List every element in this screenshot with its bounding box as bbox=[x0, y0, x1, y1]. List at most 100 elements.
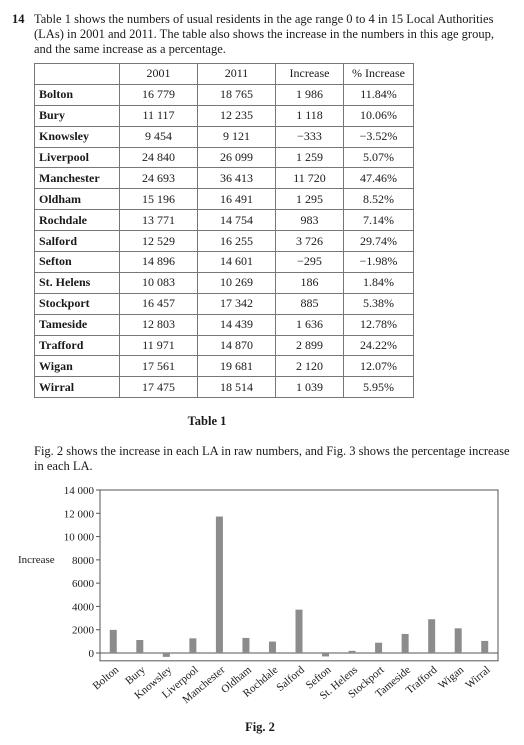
value-cell: 7.14% bbox=[343, 209, 414, 232]
table-header-cell: Increase bbox=[275, 63, 344, 85]
value-cell: 10.06% bbox=[343, 104, 414, 127]
value-cell: 1 986 bbox=[275, 83, 344, 106]
table-header-cell: 2011 bbox=[197, 63, 276, 85]
value-cell: 24 840 bbox=[119, 146, 198, 169]
value-cell: 9 454 bbox=[119, 125, 198, 148]
la-name-cell: Trafford bbox=[34, 334, 120, 357]
value-cell: 9 121 bbox=[197, 125, 276, 148]
value-cell: 1 295 bbox=[275, 188, 344, 211]
value-cell: 16 255 bbox=[197, 230, 276, 253]
table-row: Bolton 16 779 18 765 1 986 11.84% bbox=[34, 83, 414, 106]
table-header-cell: % Increase bbox=[343, 63, 414, 85]
table-row: Wigan 17 561 19 681 2 120 12.07% bbox=[34, 355, 414, 378]
value-cell: 29.74% bbox=[343, 230, 414, 253]
table-row: St. Helens 10 083 10 269 186 1.84% bbox=[34, 271, 414, 294]
table-row: Liverpool 24 840 26 099 1 259 5.07% bbox=[34, 146, 414, 169]
residents-table: 2001 2011 Increase% Increase Bolton 16 779 18… bbox=[34, 63, 414, 399]
value-cell: 19 681 bbox=[197, 355, 276, 378]
value-cell: 12 235 bbox=[197, 104, 276, 127]
value-cell: −295 bbox=[275, 251, 344, 273]
value-cell: 17 475 bbox=[119, 376, 198, 399]
value-cell: 1 039 bbox=[275, 376, 344, 399]
value-cell: 186 bbox=[275, 271, 344, 294]
bar bbox=[109, 629, 117, 653]
bar bbox=[268, 641, 276, 653]
value-cell: 3 726 bbox=[275, 230, 344, 253]
value-cell: 1 259 bbox=[275, 146, 344, 169]
la-name-cell: Liverpool bbox=[34, 146, 120, 169]
value-cell: 14 754 bbox=[197, 209, 276, 232]
value-cell: 18 514 bbox=[197, 376, 276, 399]
figure-caption: Fig. 2 bbox=[245, 720, 275, 734]
table-row: Knowsley 9 454 9 121 −333 −3.52% bbox=[34, 125, 414, 148]
y-tick-label: 4000 bbox=[72, 601, 95, 613]
bar bbox=[242, 637, 250, 653]
value-cell: 11 720 bbox=[275, 167, 344, 190]
table-row: Manchester 24 693 36 413 11 720 47.46% bbox=[34, 167, 414, 190]
la-name-cell: Rochdale bbox=[34, 209, 120, 232]
value-cell: 14 870 bbox=[197, 334, 276, 357]
value-cell: 17 342 bbox=[197, 292, 276, 315]
table-row: Bury 11 117 12 235 1 118 10.06% bbox=[34, 104, 414, 127]
bar bbox=[348, 650, 356, 653]
la-name-cell: St. Helens bbox=[34, 271, 120, 294]
value-cell: 14 896 bbox=[119, 251, 198, 273]
increase-bar-chart: 0 2000 4000 6000 8000 10 000 12 000 14 000 Incre… bbox=[18, 485, 499, 706]
value-cell: −3.52% bbox=[343, 125, 414, 148]
value-cell: 17 561 bbox=[119, 355, 198, 378]
y-tick-label: 2000 bbox=[72, 625, 95, 637]
value-cell: 26 099 bbox=[197, 146, 276, 169]
y-tick-label: 14 000 bbox=[64, 485, 95, 497]
bar bbox=[375, 642, 383, 653]
x-tick-label: Wigan bbox=[436, 664, 466, 692]
y-tick-label: 6000 bbox=[72, 578, 95, 590]
value-cell: 11 117 bbox=[119, 104, 198, 127]
la-name-cell: Sefton bbox=[34, 251, 120, 273]
value-cell: 11.84% bbox=[343, 83, 414, 106]
x-tick-label: Salford bbox=[274, 664, 307, 694]
la-name-cell: Oldham bbox=[34, 188, 120, 211]
value-cell: 13 771 bbox=[119, 209, 198, 232]
question-number: 14 bbox=[12, 12, 25, 26]
table-row: Salford 12 529 16 255 3 726 29.74% bbox=[34, 230, 414, 253]
value-cell: 15 196 bbox=[119, 188, 198, 211]
table-row: Rochdale 13 771 14 754 983 7.14% bbox=[34, 209, 414, 232]
value-cell: 11 971 bbox=[119, 334, 198, 357]
bar bbox=[215, 516, 223, 653]
value-cell: 12.07% bbox=[343, 355, 414, 378]
figure-description: Fig. 2 shows the increase in each LA in … bbox=[34, 444, 510, 473]
value-cell: 983 bbox=[275, 209, 344, 232]
bar bbox=[295, 609, 303, 653]
value-cell: 18 765 bbox=[197, 83, 276, 106]
bar bbox=[481, 640, 489, 653]
value-cell: 14 439 bbox=[197, 313, 276, 336]
value-cell: 2 120 bbox=[275, 355, 344, 378]
value-cell: 8.52% bbox=[343, 188, 414, 211]
bar bbox=[454, 628, 462, 653]
value-cell: 10 083 bbox=[119, 271, 198, 294]
value-cell: −333 bbox=[275, 125, 344, 148]
la-name-cell: Salford bbox=[34, 230, 120, 253]
bar bbox=[401, 633, 409, 653]
value-cell: 36 413 bbox=[197, 167, 276, 190]
value-cell: 14 601 bbox=[197, 251, 276, 273]
value-cell: 5.95% bbox=[343, 376, 414, 399]
value-cell: 5.07% bbox=[343, 146, 414, 169]
value-cell: 1 118 bbox=[275, 104, 344, 127]
question-intro: Table 1 shows the numbers of usual resid… bbox=[34, 12, 494, 56]
la-name-cell: Bury bbox=[34, 104, 120, 127]
table-row: Stockport 16 457 17 342 885 5.38% bbox=[34, 292, 414, 315]
bar bbox=[162, 653, 170, 657]
value-cell: 12 529 bbox=[119, 230, 198, 253]
table-header-cell bbox=[34, 63, 120, 85]
bar bbox=[136, 639, 144, 653]
table-row: Sefton 14 896 14 601 −295 −1.98% bbox=[34, 251, 414, 273]
la-name-cell: Knowsley bbox=[34, 125, 120, 148]
la-name-cell: Manchester bbox=[34, 167, 120, 190]
y-tick-label: 10 000 bbox=[64, 532, 95, 544]
value-cell: 12.78% bbox=[343, 313, 414, 336]
value-cell: 12 803 bbox=[119, 313, 198, 336]
value-cell: 16 491 bbox=[197, 188, 276, 211]
table-row: Tameside 12 803 14 439 1 636 12.78% bbox=[34, 313, 414, 336]
x-tick-label: Wirral bbox=[463, 664, 492, 691]
